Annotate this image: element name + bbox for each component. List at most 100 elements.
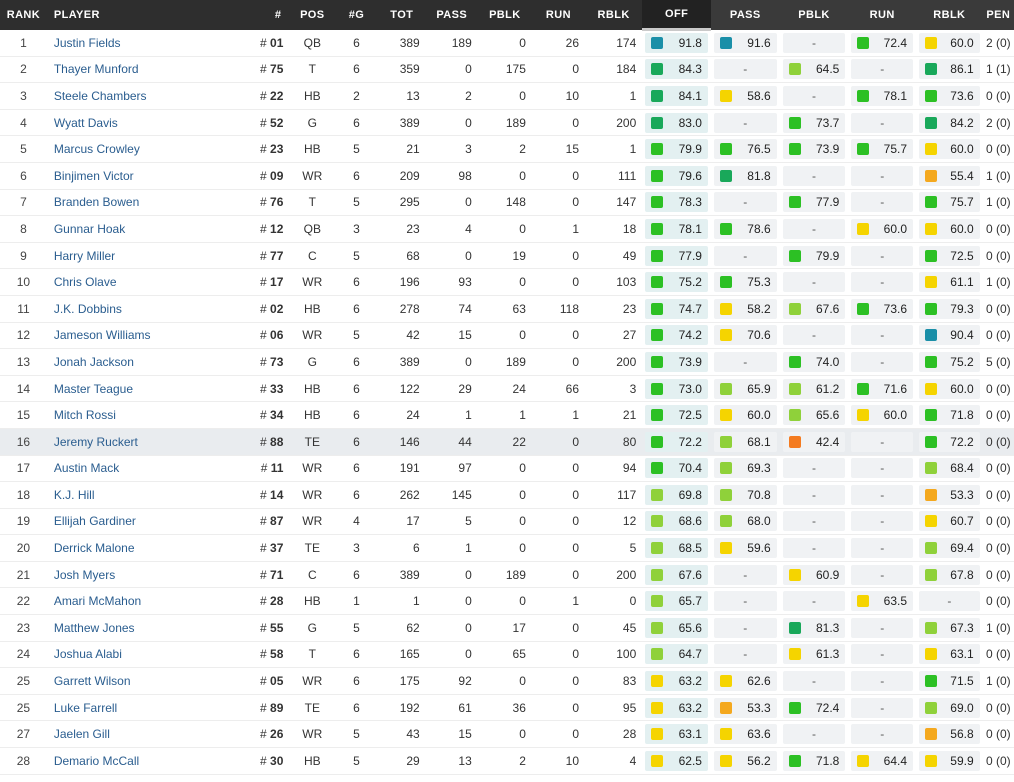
col-header-tot[interactable]: TOT (377, 0, 426, 30)
player-name-link[interactable]: Wyatt Davis (46, 109, 217, 137)
table-row[interactable]: 7 Branden Bowen # 76 T 5 295 0 148 0 147 78.3-77.9… (0, 189, 1014, 217)
player-name-link[interactable]: Jameson Williams (46, 322, 217, 350)
table-row[interactable]: 5 Marcus Crowley # 23 HB 5 21 3 2 15 1 79.9 76.5 73.… (0, 135, 1014, 163)
run-grade-cell: 71.6 (848, 375, 917, 403)
table-row[interactable]: 8 Gunnar Hoak # 12 QB 3 23 4 0 1 18 78.1 78.6 - 60.0 6… (0, 215, 1014, 243)
col-header-pblk-grade[interactable]: PBLK (779, 0, 849, 30)
player-name-link[interactable]: Master Teague (46, 375, 217, 403)
col-header-pass-grade[interactable]: PASS (710, 0, 780, 30)
pblk-grade-value: - (812, 461, 816, 476)
col-header-games[interactable]: #G (335, 0, 378, 30)
pass-grade-badge: 81.8 (713, 165, 777, 186)
pass-snaps-cell: 189 (425, 29, 478, 57)
rblk-grade-value: 55.4 (950, 168, 974, 183)
off-grade-cell: 78.3 (642, 189, 711, 217)
player-name-link[interactable]: Gunnar Hoak (46, 215, 217, 243)
table-row[interactable]: 15 Mitch Rossi # 34 HB 6 24 1 1 1 21 72.5 60.0 65.6 6… (0, 401, 1014, 429)
player-name-link[interactable]: Joshua Alabi (46, 641, 217, 669)
games-cell: 3 (335, 215, 378, 243)
col-header-run[interactable]: RUN (531, 0, 585, 30)
run-grade-value: - (880, 620, 885, 635)
table-row[interactable]: 4 Wyatt Davis # 52 G 6 389 0 189 0 200 83.0-73.7-8… (0, 109, 1014, 137)
jersey-number-cell: # 23 (216, 135, 290, 163)
table-row[interactable]: 18 K.J. Hill # 14 WR 6 262 145 0 0 117 69.8 70.8- -5… (0, 481, 1014, 509)
rblk-grade-cell: 60.0 (916, 135, 983, 163)
player-name-link[interactable]: Amari McMahon (46, 587, 217, 616)
run-grade-cell: - (848, 56, 917, 84)
player-name-link[interactable]: K.J. Hill (46, 481, 217, 509)
grade-color-swatch-icon (651, 462, 664, 475)
player-name-link[interactable]: Jonah Jackson (46, 348, 217, 376)
table-row[interactable]: 19 Ellijah Gardiner # 87 WR 4 17 5 0 0 12 68.6 68.0… (0, 508, 1014, 536)
table-row[interactable]: 21 Josh Myers # 71 C 6 389 0 189 0 200 67.6-60.9-6… (0, 561, 1014, 589)
games-cell: 2 (335, 82, 378, 110)
jersey-number-cell: # 55 (216, 614, 290, 642)
run-block-snaps-cell: 21 (585, 401, 643, 429)
table-row[interactable]: 6 Binjimen Victor # 09 WR 6 209 98 0 0 111 79.6 81.… (0, 162, 1014, 190)
pass-block-snaps-cell: 36 (477, 694, 532, 722)
player-name-link[interactable]: Branden Bowen (46, 189, 217, 217)
table-row[interactable]: 16 Jeremy Ruckert # 88 TE 6 146 44 22 0 80 72.2 68.… (0, 428, 1014, 456)
run-grade-badge: - (851, 59, 914, 80)
table-row[interactable]: 2 Thayer Munford # 75 T 6 359 0 175 0 184 84.3-64.… (0, 56, 1014, 84)
table-row[interactable]: 13 Jonah Jackson # 73 G 6 389 0 189 0 200 73.9-74.… (0, 348, 1014, 376)
col-header-rblk[interactable]: RBLK (585, 0, 643, 30)
player-name-link[interactable]: Mitch Rossi (46, 401, 217, 429)
run-snaps-cell: 0 (531, 694, 585, 722)
total-snaps-cell: 13 (377, 82, 426, 110)
grade-color-swatch-icon (925, 568, 938, 581)
player-name-link[interactable]: Chris Olave (46, 268, 217, 296)
col-header-rblk-grade[interactable]: RBLK (916, 0, 983, 30)
table-row[interactable]: 28 Demario McCall # 30 HB 5 29 13 2 10 4 62.5 56.2 7… (0, 747, 1014, 775)
player-name-link[interactable]: J.K. Dobbins (46, 295, 217, 323)
player-name-link[interactable]: Ellijah Gardiner (46, 508, 217, 536)
col-header-pos[interactable]: POS (289, 0, 336, 30)
table-row[interactable]: 3 Steele Chambers # 22 HB 2 13 2 0 10 1 84.1 58.6-7… (0, 82, 1014, 110)
table-row[interactable]: 25 Garrett Wilson # 05 WR 6 175 92 0 0 83 63.2 62.6… (0, 667, 1014, 695)
player-name-link[interactable]: Luke Farrell (46, 694, 217, 722)
player-name-link[interactable]: Jeremy Ruckert (46, 428, 217, 456)
off-grade-cell: 63.2 (642, 694, 711, 722)
player-name-link[interactable]: Matthew Jones (46, 614, 217, 642)
table-row[interactable]: 9 Harry Miller # 77 C 5 68 0 19 0 49 77.9-79.9-72.… (0, 242, 1014, 270)
table-row[interactable]: 20 Derrick Malone # 37 TE 3 6 1 0 0 5 68.5 59.6- -69… (0, 534, 1014, 562)
player-name-link[interactable]: Jaelen Gill (46, 720, 217, 749)
col-header-pass[interactable]: PASS (425, 0, 478, 30)
table-row[interactable]: 23 Matthew Jones # 55 G 5 62 0 17 0 45 65.6-81.3-6… (0, 614, 1014, 642)
table-row[interactable]: 1 Justin Fields # 01 QB 6 389 189 0 26 174 91.8 91.… (0, 29, 1014, 57)
col-header-run-grade[interactable]: RUN (848, 0, 917, 30)
player-name-link[interactable]: Derrick Malone (46, 534, 217, 562)
pass-grade-badge: - (713, 192, 777, 213)
table-row[interactable]: 10 Chris Olave # 17 WR 6 196 93 0 0 103 75.2 75.3- -… (0, 268, 1014, 296)
player-name-link[interactable]: Austin Mack (46, 455, 217, 483)
total-snaps-cell: 359 (377, 56, 426, 84)
player-name-link[interactable]: Justin Fields (46, 29, 217, 57)
table-row[interactable]: 22 Amari McMahon # 28 HB 1 1 0 0 1 0 65.7- -63.5-0 … (0, 587, 1014, 616)
run-grade-cell: - (848, 614, 917, 642)
player-name-link[interactable]: Demario McCall (46, 747, 217, 775)
table-row[interactable]: 17 Austin Mack # 11 WR 6 191 97 0 0 94 70.4 69.3- -6… (0, 455, 1014, 483)
player-name-link[interactable]: Marcus Crowley (46, 135, 217, 163)
run-grade-value: - (880, 62, 885, 77)
player-name-link[interactable]: Binjimen Victor (46, 162, 217, 190)
col-header-off-grade[interactable]: OFF (642, 0, 711, 31)
player-name-link[interactable]: Josh Myers (46, 561, 217, 589)
table-row[interactable]: 11 J.K. Dobbins # 02 HB 6 278 74 63 118 23 74.7 58.… (0, 295, 1014, 323)
col-header-player[interactable]: PLAYER (46, 0, 217, 30)
col-header-rank[interactable]: RANK (0, 0, 47, 30)
table-row[interactable]: 25 Luke Farrell # 89 TE 6 192 61 36 0 95 63.2 53.3 7… (0, 694, 1014, 722)
player-name-link[interactable]: Harry Miller (46, 242, 217, 270)
player-name-link[interactable]: Garrett Wilson (46, 667, 217, 695)
col-header-pen[interactable]: PEN (982, 0, 1014, 30)
off-grade-cell: 62.5 (642, 747, 711, 775)
run-grade-cell: - (848, 534, 917, 562)
table-row[interactable]: 24 Joshua Alabi # 58 T 6 165 0 65 0 100 64.7-61.3-… (0, 641, 1014, 669)
player-name-link[interactable]: Steele Chambers (46, 82, 217, 110)
col-header-jersey[interactable]: # (216, 0, 290, 30)
table-row[interactable]: 12 Jameson Williams # 06 WR 5 42 15 0 0 27 74.2 70.… (0, 322, 1014, 350)
player-name-link[interactable]: Thayer Munford (46, 56, 217, 84)
pblk-grade-value: 61.2 (816, 381, 840, 396)
table-row[interactable]: 14 Master Teague # 33 HB 6 122 29 24 66 3 73.0 65.9… (0, 375, 1014, 403)
table-row[interactable]: 27 Jaelen Gill # 26 WR 5 43 15 0 0 28 63.1 63.6- -56… (0, 720, 1014, 749)
col-header-pblk[interactable]: PBLK (477, 0, 532, 30)
